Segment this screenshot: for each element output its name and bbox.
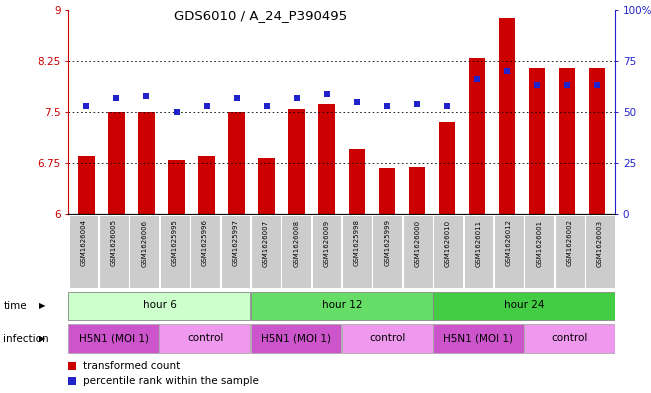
- Text: control: control: [369, 333, 406, 343]
- Bar: [439, 122, 455, 214]
- Text: GSM1625996: GSM1625996: [202, 219, 208, 266]
- Bar: [229, 112, 245, 214]
- Text: GSM1626008: GSM1626008: [293, 219, 299, 266]
- Bar: [555, 215, 585, 288]
- Bar: [190, 215, 220, 288]
- Text: GSM1625995: GSM1625995: [172, 219, 178, 266]
- Bar: [469, 57, 485, 214]
- Text: transformed count: transformed count: [83, 361, 180, 371]
- Text: GSM1625999: GSM1625999: [384, 219, 391, 266]
- Bar: [409, 167, 425, 214]
- Text: GSM1626009: GSM1626009: [324, 219, 329, 266]
- Text: GDS6010 / A_24_P390495: GDS6010 / A_24_P390495: [174, 9, 347, 22]
- Bar: [68, 324, 159, 353]
- Text: GSM1626004: GSM1626004: [81, 219, 87, 266]
- Bar: [464, 215, 493, 288]
- Bar: [433, 215, 463, 288]
- Text: GSM1626001: GSM1626001: [536, 219, 542, 266]
- Text: hour 6: hour 6: [143, 300, 176, 310]
- Bar: [281, 215, 311, 288]
- Bar: [199, 156, 215, 214]
- Bar: [312, 215, 342, 288]
- Bar: [379, 168, 395, 214]
- Text: GSM1626012: GSM1626012: [506, 219, 512, 266]
- Text: GSM1626006: GSM1626006: [141, 219, 147, 266]
- Bar: [494, 215, 524, 288]
- Text: time: time: [3, 301, 27, 311]
- Bar: [168, 160, 185, 214]
- Text: infection: infection: [3, 334, 49, 344]
- Bar: [159, 215, 189, 288]
- Bar: [318, 104, 335, 214]
- Text: hour 24: hour 24: [504, 300, 544, 310]
- Bar: [559, 68, 575, 214]
- Text: control: control: [187, 333, 223, 343]
- Bar: [499, 18, 516, 214]
- Bar: [529, 68, 546, 214]
- Text: ▶: ▶: [39, 334, 46, 343]
- Bar: [68, 215, 98, 288]
- Bar: [251, 215, 281, 288]
- Bar: [372, 215, 402, 288]
- Bar: [348, 149, 365, 214]
- Bar: [251, 324, 342, 353]
- Bar: [403, 215, 433, 288]
- Text: control: control: [551, 333, 588, 343]
- Text: GSM1626002: GSM1626002: [566, 219, 573, 266]
- Bar: [130, 215, 159, 288]
- Text: H5N1 (MOI 1): H5N1 (MOI 1): [79, 333, 149, 343]
- Bar: [221, 215, 251, 288]
- Bar: [524, 215, 554, 288]
- Bar: [342, 215, 372, 288]
- Text: H5N1 (MOI 1): H5N1 (MOI 1): [443, 333, 514, 343]
- Bar: [585, 215, 615, 288]
- Bar: [342, 324, 433, 353]
- Text: GSM1626005: GSM1626005: [111, 219, 117, 266]
- Text: GSM1626003: GSM1626003: [597, 219, 603, 266]
- Bar: [433, 324, 524, 353]
- Bar: [288, 108, 305, 214]
- Text: GSM1625998: GSM1625998: [354, 219, 360, 266]
- Bar: [433, 292, 615, 320]
- Text: GSM1626010: GSM1626010: [445, 219, 451, 266]
- Text: GSM1626000: GSM1626000: [415, 219, 421, 266]
- Text: percentile rank within the sample: percentile rank within the sample: [83, 376, 258, 386]
- Bar: [138, 112, 155, 214]
- Text: H5N1 (MOI 1): H5N1 (MOI 1): [261, 333, 331, 343]
- Text: GSM1626007: GSM1626007: [263, 219, 269, 266]
- Bar: [258, 158, 275, 214]
- Bar: [251, 292, 433, 320]
- Text: hour 12: hour 12: [322, 300, 362, 310]
- Bar: [78, 156, 94, 214]
- Text: ▶: ▶: [39, 301, 46, 310]
- Text: GSM1626011: GSM1626011: [475, 219, 482, 266]
- Bar: [68, 292, 251, 320]
- Bar: [99, 215, 129, 288]
- Bar: [524, 324, 615, 353]
- Bar: [159, 324, 251, 353]
- Bar: [589, 68, 605, 214]
- Text: GSM1625997: GSM1625997: [232, 219, 238, 266]
- Bar: [108, 112, 125, 214]
